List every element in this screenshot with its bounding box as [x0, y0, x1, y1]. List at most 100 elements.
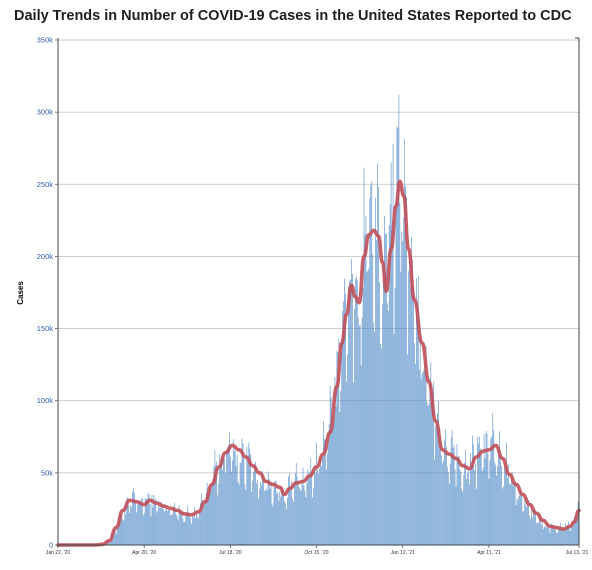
daily-case-bar	[238, 484, 240, 545]
daily-case-bar	[370, 185, 372, 545]
daily-case-bar	[315, 473, 316, 545]
daily-case-bar	[399, 202, 401, 545]
daily-case-bar	[486, 433, 488, 545]
daily-case-bar	[226, 449, 227, 545]
daily-case-bar	[345, 293, 346, 545]
daily-case-bar	[390, 162, 392, 545]
daily-case-bar	[437, 412, 438, 545]
daily-case-bar	[452, 447, 454, 545]
daily-case-bar	[152, 507, 154, 545]
daily-case-bar	[292, 498, 293, 545]
daily-case-bar	[475, 463, 476, 545]
y-tick-label: 250k	[37, 180, 54, 189]
daily-case-bar	[153, 494, 155, 545]
daily-case-bar	[371, 181, 373, 545]
daily-case-bar	[191, 523, 192, 545]
daily-case-bar	[467, 473, 468, 545]
daily-case-bar	[532, 517, 533, 545]
daily-case-bar	[143, 512, 145, 545]
daily-case-bar	[445, 446, 447, 545]
daily-case-bar	[264, 490, 266, 545]
daily-case-bar	[539, 516, 541, 545]
daily-case-bar	[201, 500, 203, 545]
daily-case-bar	[394, 287, 396, 545]
daily-case-bar	[118, 518, 120, 545]
daily-case-bar	[247, 461, 249, 545]
daily-case-bar	[350, 279, 351, 545]
daily-case-bar	[164, 511, 165, 545]
daily-case-bar	[440, 436, 441, 545]
daily-case-bar	[474, 470, 475, 545]
daily-case-bar	[173, 502, 175, 545]
daily-case-bar	[134, 493, 135, 545]
daily-case-bar	[484, 458, 486, 545]
daily-case-bar	[485, 431, 487, 545]
daily-case-bar	[496, 475, 498, 545]
daily-case-bar	[240, 462, 242, 545]
daily-case-bar	[215, 465, 217, 545]
daily-case-bar	[320, 461, 321, 545]
daily-case-bar	[372, 254, 374, 545]
daily-case-bar	[258, 498, 259, 545]
daily-case-bar	[417, 275, 419, 545]
daily-case-bar	[278, 500, 280, 545]
y-tick-label: 300k	[37, 108, 54, 117]
daily-case-bar	[223, 457, 224, 545]
daily-case-bar	[108, 542, 110, 545]
daily-case-bar	[384, 216, 385, 545]
daily-case-bar	[391, 230, 393, 545]
daily-case-bar	[451, 430, 453, 545]
chart-title: Daily Trends in Number of COVID-19 Cases…	[14, 8, 572, 24]
daily-case-bar	[455, 486, 457, 545]
daily-case-bar	[405, 186, 406, 545]
daily-case-bar	[521, 495, 523, 545]
daily-case-bar	[262, 475, 264, 545]
daily-case-bar	[194, 507, 195, 545]
daily-case-bar	[197, 516, 198, 545]
daily-case-bar	[200, 503, 201, 545]
daily-case-bar	[114, 529, 116, 545]
daily-case-bar	[568, 521, 569, 545]
daily-case-bar	[155, 498, 157, 545]
x-axis-ticks: Jan 22, '20 Apr 20, '20 Jul 18, '20 Oct 15,…	[46, 545, 589, 556]
daily-case-bar	[261, 485, 262, 545]
daily-case-bar	[524, 497, 526, 545]
daily-case-bar	[385, 233, 387, 545]
daily-case-bar	[136, 512, 137, 545]
daily-case-bar	[352, 273, 353, 545]
daily-case-bar	[386, 303, 388, 545]
daily-case-bar	[380, 343, 381, 545]
daily-case-bar	[469, 483, 470, 545]
x-tick-label: Apr 20, '20	[132, 550, 156, 556]
daily-case-bar	[460, 471, 462, 545]
daily-case-bar	[202, 506, 204, 545]
daily-case-bar	[322, 455, 323, 545]
daily-case-bar	[267, 471, 269, 545]
daily-case-bar	[275, 480, 277, 545]
daily-case-bar	[146, 499, 148, 545]
daily-case-bar	[254, 464, 255, 545]
daily-case-bar	[156, 512, 158, 545]
daily-case-bar	[245, 489, 247, 545]
daily-case-bar	[415, 363, 416, 545]
daily-case-bar	[323, 439, 325, 545]
daily-case-bar	[480, 452, 482, 545]
daily-case-bar	[375, 198, 376, 545]
daily-case-bar	[506, 442, 507, 545]
daily-case-bar	[145, 499, 147, 545]
daily-case-bar	[222, 469, 223, 545]
daily-case-bar	[507, 477, 508, 545]
daily-case-bar	[556, 532, 558, 545]
daily-case-bar	[400, 271, 402, 545]
daily-case-bar	[125, 514, 127, 545]
daily-case-bar	[117, 524, 119, 545]
daily-case-bar	[488, 478, 490, 545]
daily-case-bar	[382, 304, 383, 545]
daily-case-bar	[313, 487, 314, 545]
daily-case-bar	[487, 452, 489, 545]
daily-case-bar	[316, 442, 317, 545]
daily-case-bar	[301, 481, 303, 545]
daily-case-bar	[150, 516, 152, 545]
daily-case-bar	[220, 465, 222, 545]
daily-case-bar	[294, 473, 296, 545]
